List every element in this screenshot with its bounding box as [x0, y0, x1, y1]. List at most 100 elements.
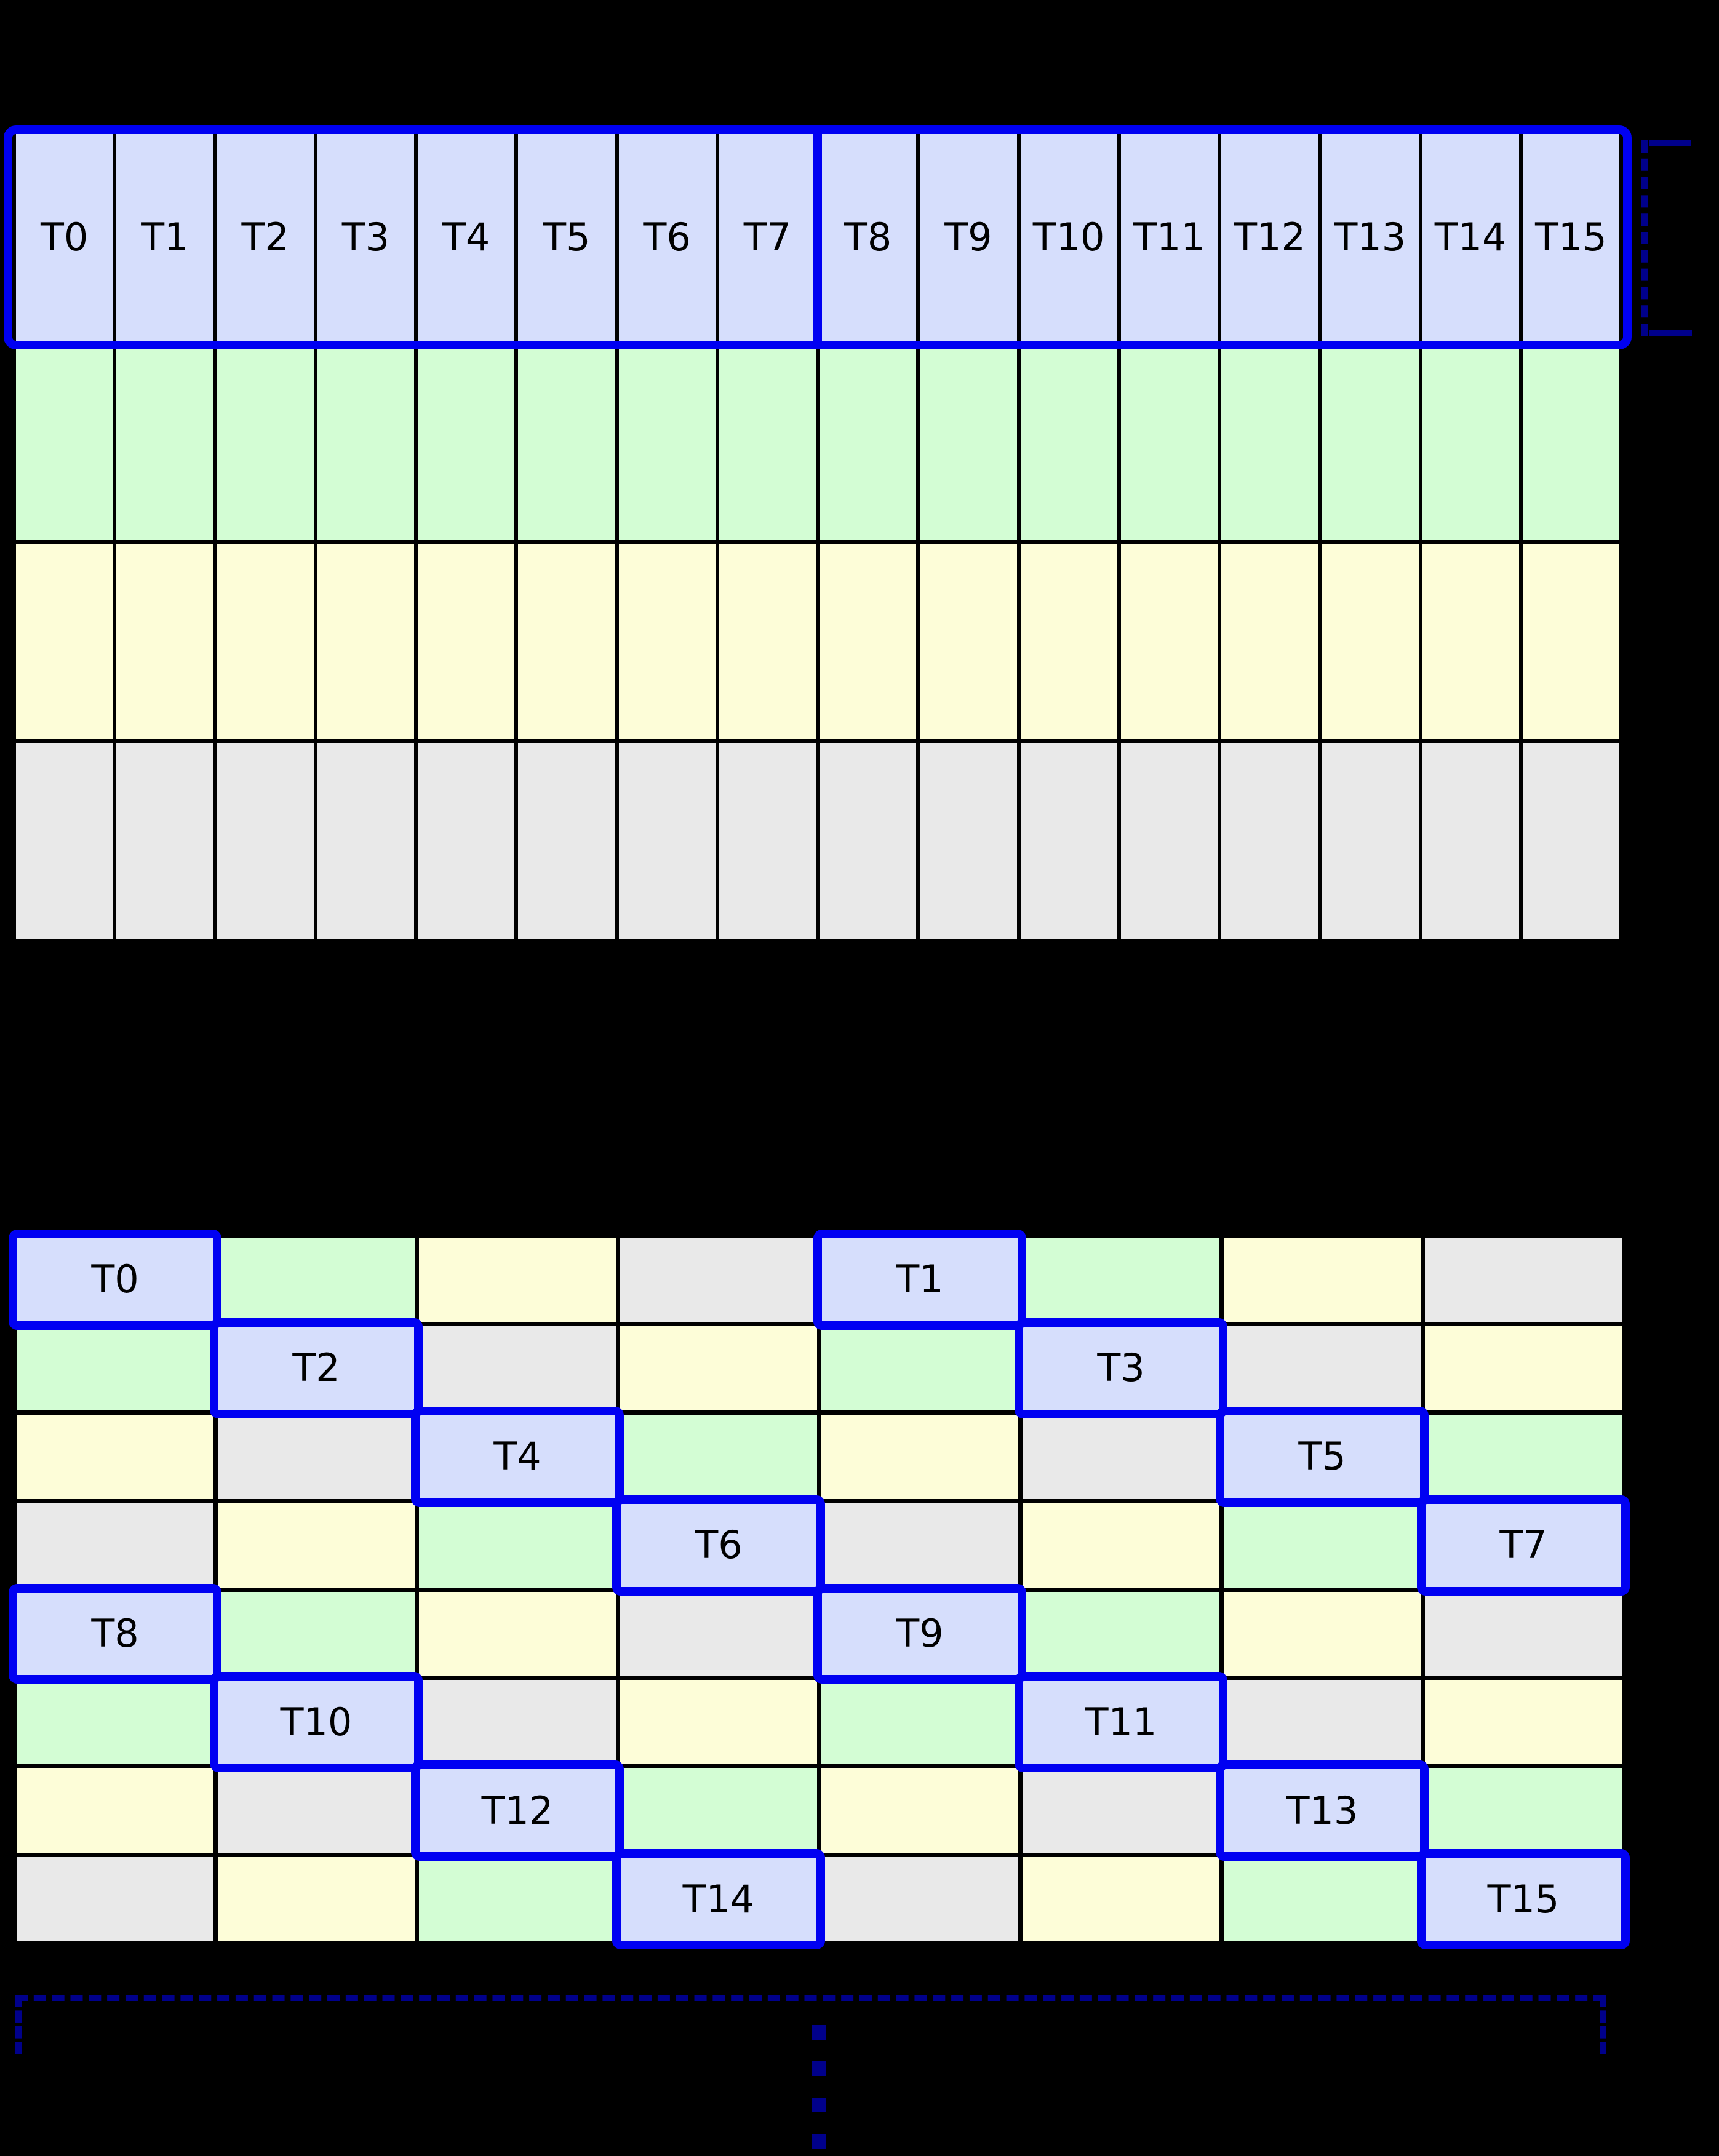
memory-cell: [821, 1503, 1018, 1588]
thread-label: T4: [493, 1434, 541, 1479]
memory-cell: [1120, 743, 1218, 939]
memory-cell: [317, 544, 414, 739]
thread-label: T10: [1032, 215, 1105, 260]
thread-label: T0: [40, 215, 89, 260]
memory-cell: [218, 1857, 415, 1941]
memory-cell: [620, 1414, 817, 1499]
memory-cell: [620, 1326, 817, 1410]
thread-label: T12: [481, 1788, 554, 1833]
memory-cell: [419, 1857, 616, 1941]
memory-cell: [17, 1503, 213, 1588]
memory-cell: [620, 1680, 817, 1765]
memory-cell: [1422, 743, 1519, 939]
thread-label: T2: [241, 215, 289, 260]
memory-cell: [1221, 544, 1318, 739]
memory-cell: [620, 1238, 817, 1322]
memory-cell: [16, 344, 113, 540]
memory-cell: [1224, 1503, 1421, 1588]
memory-cell: [1023, 1238, 1219, 1322]
thread-label: T8: [91, 1610, 139, 1656]
thread-cell: T5: [518, 134, 615, 341]
memory-cell: [218, 1503, 415, 1588]
thread-label: T11: [1085, 1699, 1157, 1744]
memory-cell: [920, 743, 1017, 939]
thread-cell: T11: [1015, 1672, 1227, 1773]
memory-cell: [821, 1857, 1018, 1941]
memory-cell: [1522, 344, 1619, 540]
memory-cell: [1422, 344, 1519, 540]
thread-label: T3: [341, 215, 390, 260]
thread-label: T13: [1334, 215, 1406, 260]
thread-group-divider: [813, 125, 822, 349]
thread-cell: T8: [9, 1583, 221, 1684]
memory-cell: [116, 344, 213, 540]
memory-cell: [317, 743, 414, 939]
memory-cell: [418, 344, 515, 540]
thread-label: T2: [292, 1345, 340, 1391]
memory-cell: [1224, 1238, 1421, 1322]
memory-cell: [821, 1768, 1018, 1853]
thread-cell: T6: [618, 134, 716, 341]
memory-cell: [17, 1768, 213, 1853]
memory-cell: [217, 544, 314, 739]
thread-cell: T9: [813, 1583, 1026, 1684]
thread-label: T10: [280, 1699, 353, 1744]
ellipsis-dot-icon: [812, 2134, 826, 2149]
memory-cell: [419, 1680, 616, 1765]
memory-cell: [620, 1591, 817, 1676]
memory-cell: [719, 743, 816, 939]
thread-label: T14: [682, 1876, 755, 1922]
memory-cell: [116, 743, 213, 939]
memory-cell: [1224, 1857, 1421, 1941]
memory-cell: [1221, 344, 1318, 540]
memory-cell: [16, 544, 113, 739]
thread-cell: T7: [1417, 1495, 1630, 1596]
memory-cell: [719, 344, 816, 540]
memory-cell: [1023, 1857, 1219, 1941]
thread-cell: T12: [1221, 134, 1318, 341]
thread-label: T8: [844, 215, 892, 260]
memory-cell: [1023, 1768, 1219, 1853]
thread-cell: T5: [1216, 1406, 1429, 1507]
memory-cell: [17, 1326, 213, 1410]
thread-label: T13: [1286, 1788, 1358, 1833]
thread-label: T4: [442, 215, 490, 260]
memory-cell: [1023, 1503, 1219, 1588]
thread-cell: T4: [418, 134, 515, 341]
memory-cell: [1224, 1591, 1421, 1676]
memory-cell: [920, 344, 1017, 540]
thread-cell: T1: [116, 134, 213, 341]
memory-cell: [418, 544, 515, 739]
memory-cell: [418, 743, 515, 939]
memory-cell: [1023, 1414, 1219, 1499]
memory-cell: [419, 1326, 616, 1410]
memory-cell: [1425, 1680, 1622, 1765]
bottom-grid: T0 T1 T2 T3 T4 T5 T6 T7 T8 T9 T10 T11 T12 T13 T14 T15: [9, 1230, 1630, 1949]
thread-label: T9: [896, 1610, 944, 1656]
thread-cell: T11: [1120, 134, 1218, 341]
thread-label: T5: [1298, 1434, 1346, 1479]
memory-cell: [116, 544, 213, 739]
thread-label: T0: [91, 1257, 139, 1302]
memory-cell: [518, 743, 615, 939]
thread-cell: T15: [1522, 134, 1619, 341]
memory-cell: [1425, 1238, 1622, 1322]
memory-cell: [1425, 1326, 1622, 1410]
ellipsis-dot-icon: [812, 2025, 826, 2040]
memory-cell: [17, 1680, 213, 1765]
thread-label: T15: [1534, 215, 1607, 260]
memory-cell: [1425, 1768, 1622, 1853]
thread-cell: T1: [813, 1230, 1026, 1330]
thread-cell: T14: [1422, 134, 1519, 341]
thread-cell: T13: [1322, 134, 1419, 341]
thread-label: T3: [1097, 1345, 1145, 1391]
thread-cell: T10: [210, 1672, 423, 1773]
thread-cell: T14: [612, 1849, 825, 1949]
thread-cell: T7: [719, 134, 816, 341]
memory-cell: [618, 743, 716, 939]
memory-cell: [419, 1591, 616, 1676]
memory-cell: [820, 344, 917, 540]
memory-cell: [618, 344, 716, 540]
memory-cell: [16, 743, 113, 939]
thread-cell: T6: [612, 1495, 825, 1596]
